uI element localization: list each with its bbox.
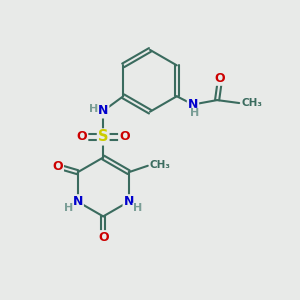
Text: O: O (215, 72, 225, 85)
Text: N: N (98, 104, 108, 118)
Text: CH₃: CH₃ (149, 160, 170, 170)
Text: N: N (124, 195, 134, 208)
Text: S: S (98, 129, 109, 144)
Text: CH₃: CH₃ (242, 98, 262, 108)
Text: O: O (119, 130, 130, 143)
Text: H: H (133, 203, 142, 213)
Text: H: H (89, 104, 98, 114)
Text: O: O (77, 130, 87, 143)
Text: O: O (98, 231, 109, 244)
Text: N: N (73, 195, 83, 208)
Text: O: O (52, 160, 63, 173)
Text: H: H (64, 203, 74, 213)
Text: H: H (190, 108, 199, 118)
Text: N: N (188, 98, 198, 111)
